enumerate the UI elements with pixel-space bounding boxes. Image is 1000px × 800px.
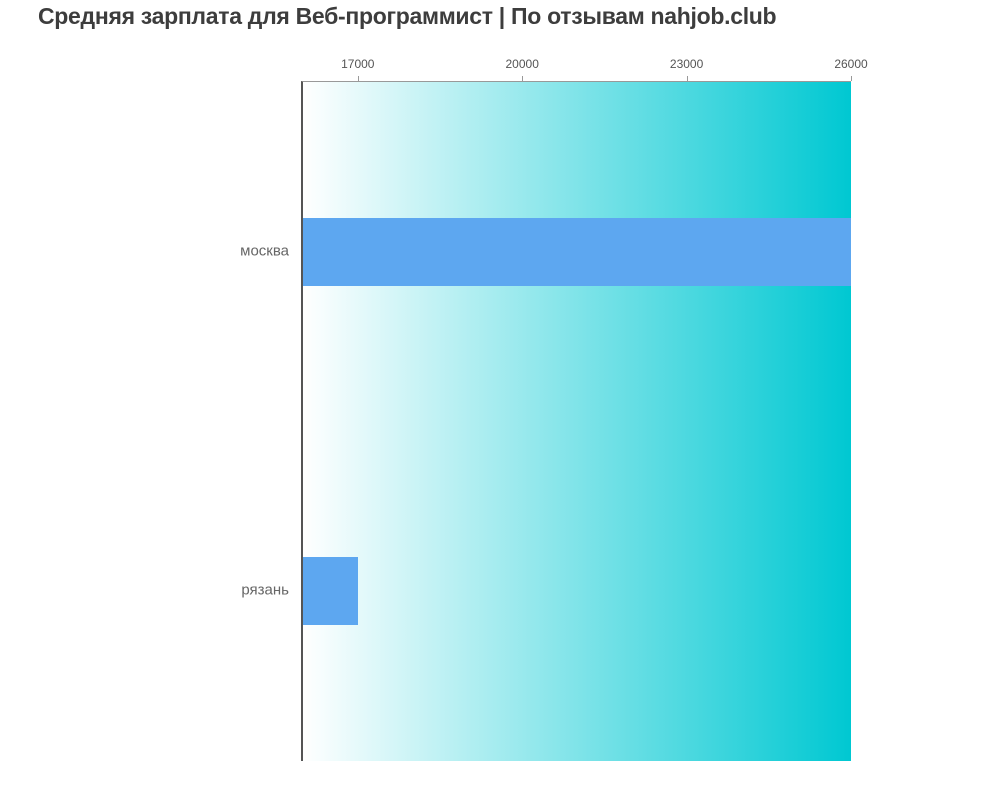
bar-рязань (303, 557, 358, 626)
x-axis-tick-label: 23000 (669, 57, 704, 71)
x-axis-tick-label: 20000 (505, 57, 539, 71)
x-axis-tick-label: 26000 (834, 57, 868, 71)
x-axis-tick-mark (851, 76, 852, 81)
x-axis-tick-label: 17000 (341, 57, 375, 71)
x-axis-tick-mark (522, 76, 524, 81)
x-axis-tick-mark (686, 76, 688, 81)
chart-title: Средняя зарплата для Веб-программист | П… (38, 3, 777, 29)
y-axis-label-москва: москва (240, 242, 289, 260)
y-axis-label-рязань: рязань (241, 581, 289, 599)
y-axis-labels: москва рязань (0, 81, 301, 760)
bar-москва (303, 217, 851, 286)
x-axis-tick-mark (357, 76, 359, 81)
plot-area: 17000 20000 23000 26000 (301, 57, 868, 761)
